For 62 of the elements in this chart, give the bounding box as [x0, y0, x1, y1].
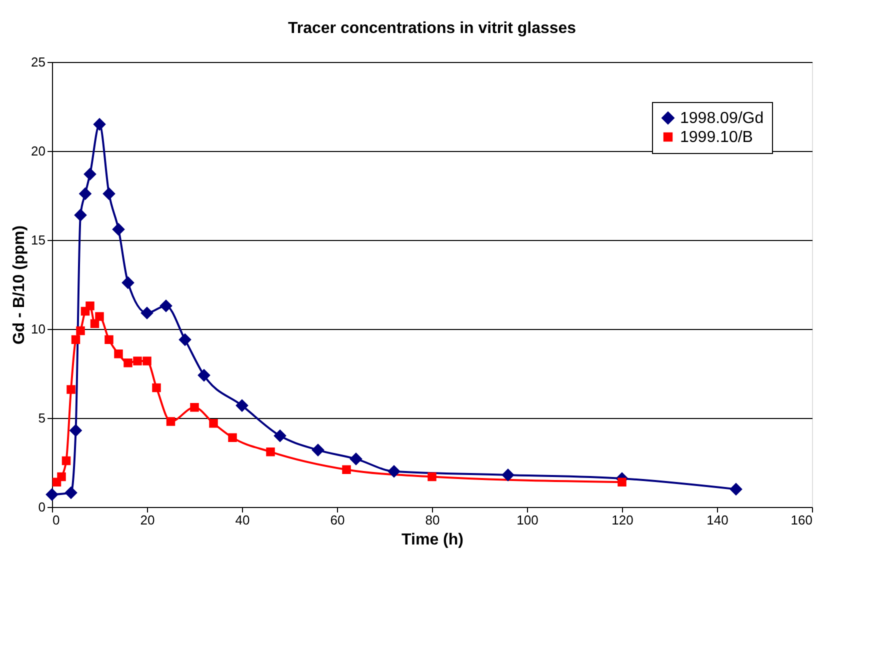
y-tick-label: 25 — [31, 54, 46, 70]
point — [350, 452, 362, 466]
point — [152, 383, 161, 392]
x-tick-label: 40 — [235, 512, 250, 528]
y-tick-label: 5 — [38, 410, 46, 426]
x-tick-label: 100 — [516, 512, 538, 528]
point — [86, 301, 94, 310]
point — [428, 472, 436, 482]
point — [114, 350, 123, 358]
point — [122, 276, 134, 289]
y-axis-title: Gd - B/10 (ppm) — [11, 225, 28, 345]
point — [66, 385, 76, 394]
point — [342, 465, 351, 474]
x-axis-title: Time (h) — [402, 532, 464, 548]
point — [190, 402, 199, 412]
x-tick-label: 160 — [790, 512, 812, 528]
y-tick-label: 15 — [31, 232, 46, 248]
x-tick-label: 120 — [612, 512, 634, 528]
point — [133, 356, 142, 366]
point — [228, 433, 237, 442]
point — [266, 447, 275, 456]
point — [74, 208, 87, 222]
point — [71, 335, 80, 344]
y-tick-label: 20 — [31, 144, 46, 158]
point — [142, 356, 152, 366]
point — [93, 118, 106, 130]
x-tick-label: 60 — [330, 512, 345, 528]
point — [198, 369, 210, 382]
x-tick-label: 20 — [140, 512, 155, 528]
point — [502, 468, 514, 482]
point — [112, 223, 125, 236]
x-tick-label: 0 — [52, 512, 60, 528]
point — [104, 335, 114, 344]
point — [312, 444, 324, 456]
point — [57, 472, 66, 482]
point — [95, 312, 104, 321]
point — [46, 488, 58, 501]
point — [209, 418, 218, 428]
point — [76, 326, 85, 336]
point — [140, 306, 154, 320]
point — [79, 188, 92, 200]
point — [388, 465, 400, 478]
point — [618, 478, 626, 486]
y-tick-label: 0 — [38, 500, 46, 514]
point — [64, 486, 78, 499]
y-tick-label: 10 — [31, 322, 46, 336]
point — [124, 358, 132, 368]
point — [730, 483, 742, 496]
x-tick-label: 140 — [706, 512, 728, 528]
legend-label: 1998.09/Gd — [680, 110, 764, 127]
point — [274, 430, 286, 442]
point — [62, 456, 71, 466]
point — [84, 168, 96, 180]
point — [166, 417, 176, 426]
point — [236, 399, 248, 412]
x-tick-label: 80 — [425, 512, 440, 528]
legend-label: 1999.10/B — [680, 129, 753, 146]
point — [70, 424, 82, 437]
point — [178, 333, 192, 346]
point — [102, 188, 116, 200]
chart-title: Tracer concentrations in vitrit glasses — [288, 20, 576, 37]
point — [160, 300, 172, 312]
